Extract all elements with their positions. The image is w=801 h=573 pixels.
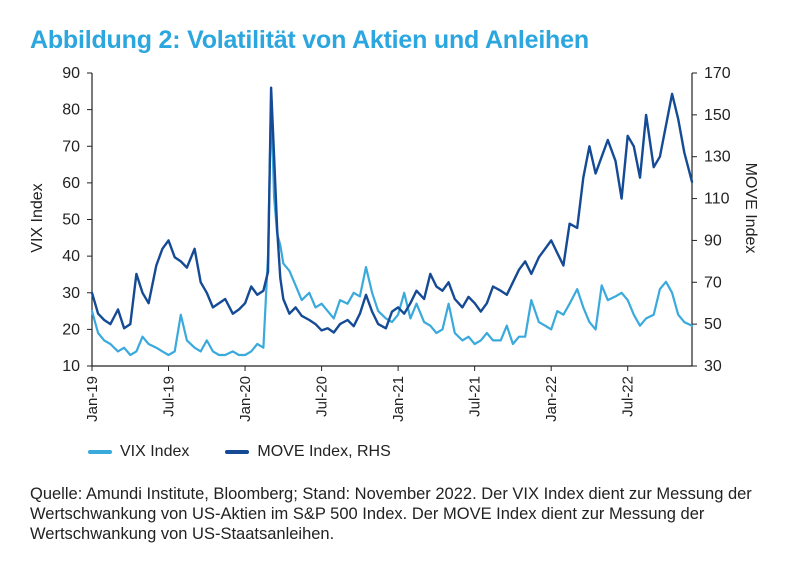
legend-label-move: MOVE Index, RHS <box>257 443 391 460</box>
x-tick-label: Jan-21 <box>390 376 407 422</box>
y-tick-label-right: 130 <box>704 149 731 166</box>
y-tick-label-left: 40 <box>62 248 80 265</box>
chart-series-lines <box>90 86 694 357</box>
y-tick-label-left: 60 <box>62 175 80 192</box>
series-line-move <box>90 86 694 334</box>
y-tick-label-left: 10 <box>62 358 80 375</box>
chart-legend: VIX Index MOVE Index, RHS <box>88 443 391 461</box>
x-tick-label: Jul-20 <box>314 376 331 417</box>
y-tick-label-left: 50 <box>62 212 80 229</box>
x-tick-label: Jul-19 <box>161 376 178 417</box>
legend-item-move: MOVE Index, RHS <box>225 443 391 461</box>
y-tick-label-left: 90 <box>62 65 80 82</box>
x-tick-label: Jan-22 <box>543 376 560 422</box>
y-tick-label-left: 20 <box>62 321 80 338</box>
legend-swatch-vix <box>88 450 112 454</box>
y-axis-label-right: MOVE Index <box>742 163 759 254</box>
x-tick-label: Jan-20 <box>237 376 254 422</box>
y-tick-label-right: 90 <box>704 232 722 249</box>
y-tick-label-right: 30 <box>704 358 722 375</box>
y-axis-label-left: VIX Index <box>29 183 46 252</box>
legend-label-vix: VIX Index <box>120 443 190 460</box>
legend-swatch-move <box>225 450 250 454</box>
chart-title: Abbildung 2: Volatilität von Aktien und … <box>30 26 589 54</box>
chart-svg: 10 20 30 40 50 60 70 80 90 30 50 70 90 110 130 150 170 Ja… <box>29 65 759 422</box>
y-tick-label-right: 150 <box>704 107 731 124</box>
source-note: Quelle: Amundi Institute, Bloomberg; Sta… <box>30 485 752 543</box>
y-tick-label-left: 30 <box>62 285 80 302</box>
x-tick-label: Jan-19 <box>84 376 101 422</box>
y-tick-label-right: 110 <box>704 191 730 208</box>
y-tick-label-right: 50 <box>704 316 722 333</box>
x-tick-label: Jul-22 <box>620 376 637 417</box>
legend-item-vix: VIX Index <box>88 443 189 461</box>
x-tick-label: Jul-21 <box>467 376 484 417</box>
series-line-vix <box>90 97 694 357</box>
y-tick-label-left: 80 <box>62 102 80 119</box>
y-tick-label-right: 70 <box>704 274 722 291</box>
y-tick-label-right: 170 <box>704 65 731 82</box>
chart-axes: 10 20 30 40 50 60 70 80 90 30 50 70 90 110 130 150 170 Ja… <box>62 65 731 422</box>
y-tick-label-left: 70 <box>62 138 80 155</box>
